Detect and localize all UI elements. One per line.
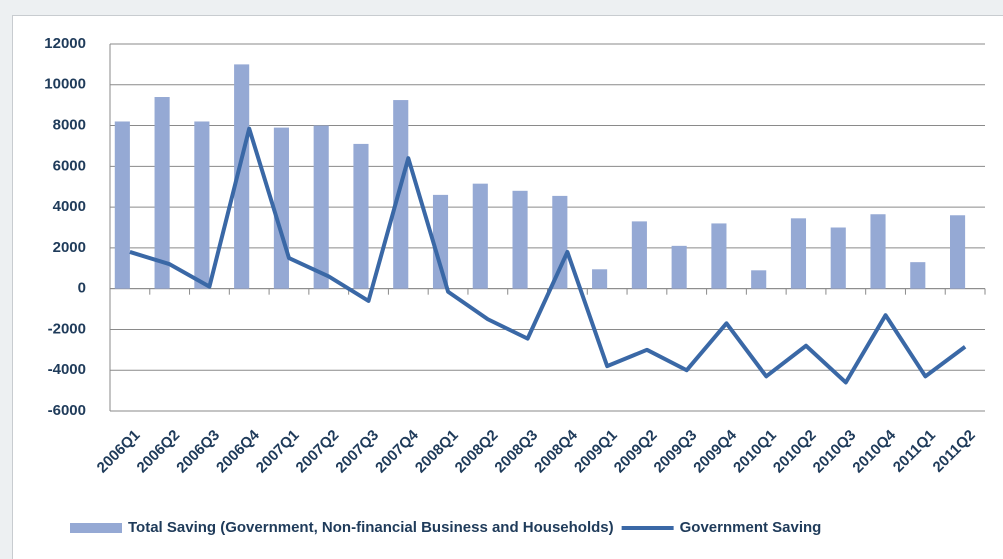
- bar: [393, 100, 409, 289]
- bar: [114, 121, 130, 289]
- y-tick-label: 12000: [44, 35, 86, 52]
- bar: [194, 121, 210, 289]
- y-tick-label: 8000: [53, 117, 86, 134]
- bar: [273, 127, 289, 289]
- bar: [671, 245, 687, 289]
- y-tick-label: 10000: [44, 76, 86, 93]
- bar: [353, 143, 369, 289]
- bar: [472, 183, 488, 289]
- bar: [950, 215, 966, 289]
- bar: [432, 194, 449, 289]
- line: [129, 126, 967, 385]
- legend-label: Total Saving (Government, Non-financial …: [128, 519, 614, 536]
- bar: [870, 214, 886, 289]
- bar: [552, 195, 568, 289]
- y-tick-label: -6000: [48, 402, 86, 419]
- bar: [751, 270, 767, 289]
- legend-label: Government Saving: [680, 519, 822, 536]
- y-tick-label: 0: [78, 280, 86, 297]
- y-tick-label: 4000: [53, 198, 86, 215]
- bar: [830, 227, 846, 289]
- y-tick-label: 6000: [53, 157, 86, 174]
- legend-swatch: [70, 523, 122, 533]
- bar: [592, 269, 608, 289]
- bar: [711, 223, 727, 289]
- y-tick-label: -4000: [48, 361, 86, 378]
- bar: [512, 190, 528, 289]
- bar: [790, 218, 807, 289]
- bar: [313, 125, 329, 289]
- y-tick-label: 2000: [53, 239, 86, 256]
- bar: [234, 64, 250, 289]
- bar: [910, 262, 926, 289]
- bar: [154, 97, 170, 289]
- y-tick-label: -2000: [48, 320, 86, 337]
- bar: [631, 221, 647, 289]
